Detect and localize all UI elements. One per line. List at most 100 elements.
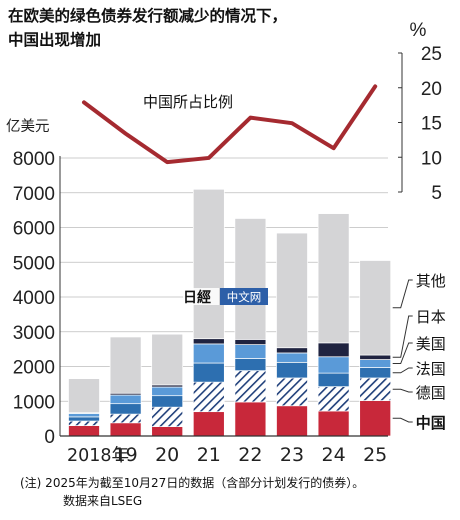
bar-segment <box>151 386 184 397</box>
y-tick-label: 8000 <box>13 149 55 170</box>
bar-segment <box>192 338 225 345</box>
bar-segment <box>276 361 308 379</box>
bar-segment <box>359 377 392 401</box>
bar-segment <box>68 425 100 437</box>
bar-segment <box>359 359 392 368</box>
share-line-label: 中国所占比例 <box>143 93 233 111</box>
y-tick-label: 0 <box>44 427 55 448</box>
y-tick-label: 6000 <box>13 219 55 240</box>
x-tick-label: 2018年 <box>67 446 129 466</box>
bar-segment <box>234 339 267 345</box>
bar-segment <box>234 358 267 372</box>
chart-title: 在欧美的绿色债券发行额减少的情况下， 中国出现增加 <box>8 4 428 52</box>
bar-stack <box>276 232 308 437</box>
bar-stack <box>317 213 350 437</box>
legend-leader <box>392 367 413 374</box>
watermark-badge-text: 中文网 <box>227 290 262 304</box>
share-tick-label: 25 <box>421 44 442 65</box>
bar-segment <box>359 260 392 356</box>
title-line-2: 中国出现增加 <box>8 31 102 49</box>
bar-segment <box>359 354 392 360</box>
bar-stack <box>192 188 225 437</box>
y-tick-label: 1000 <box>13 392 55 413</box>
legend-leader <box>392 417 413 423</box>
bar-segment <box>276 347 308 354</box>
x-tick-label: 22 <box>238 444 262 466</box>
bar-segment <box>68 416 100 422</box>
bar-segment <box>317 410 350 437</box>
bar-segment <box>317 213 350 344</box>
bar-segment <box>192 343 225 364</box>
share-line <box>82 84 378 165</box>
bar-segment <box>192 362 225 383</box>
x-tick-label: 19 <box>114 444 138 466</box>
x-tick-label: 25 <box>363 444 387 466</box>
bar-segment <box>151 406 184 427</box>
x-tick-label: 21 <box>197 444 221 466</box>
bar-segment <box>109 403 142 415</box>
bar-stack <box>359 260 392 437</box>
bar-segment <box>234 344 267 359</box>
bar-segment <box>109 422 142 437</box>
bar-segment <box>317 372 350 388</box>
bar-segment <box>317 356 350 374</box>
bar-segment <box>234 401 267 437</box>
y-tick-label: 4000 <box>13 288 55 309</box>
share-tick-label: 20 <box>421 79 442 100</box>
footnote-line-2: 数据来自LSEG <box>63 494 143 508</box>
bar-segment <box>359 400 392 437</box>
bar-segment <box>234 218 267 340</box>
footnote: (注) 2025年为截至10月27日的数据（含部分计划发行的债券）。 数据来自L… <box>20 474 450 510</box>
share-tick-label: 15 <box>421 114 442 135</box>
bar-segment <box>359 367 392 379</box>
legend-leader <box>392 388 413 393</box>
bar-segment <box>68 413 100 418</box>
footnote-line-1: (注) 2025年为截至10月27日的数据（含部分计划发行的债券）。 <box>20 476 365 490</box>
legend-label: 其他 <box>416 272 446 290</box>
bar-segment <box>109 394 142 405</box>
bar-segment <box>276 352 308 363</box>
title-line-1: 在欧美的绿色债券发行额减少的情况下， <box>8 7 288 25</box>
bar-segment <box>151 395 184 408</box>
legend-label: 法国 <box>416 360 446 378</box>
share-axis-unit: % <box>410 20 427 41</box>
y-tick-label: 3000 <box>13 323 55 344</box>
bar-segment <box>234 370 267 403</box>
watermark-text: 日經 <box>183 289 211 306</box>
bar-segment <box>192 381 225 413</box>
watermark: 日經 中文网 <box>183 288 268 306</box>
legend-leader <box>392 342 413 365</box>
x-tick-label: 23 <box>280 444 304 466</box>
bar-stack <box>234 218 267 437</box>
bar-segment <box>317 386 350 412</box>
bar-segment <box>68 420 100 426</box>
bar-segment <box>192 188 225 340</box>
bar-segment <box>68 378 100 414</box>
bar-segment <box>276 377 308 407</box>
legend-leader <box>392 315 413 358</box>
bar-segment <box>192 411 225 437</box>
legend-label: 日本 <box>416 308 446 326</box>
bar-segment <box>317 342 350 358</box>
y-axis-label: 亿美元 <box>6 118 50 135</box>
legend-leader <box>392 279 413 309</box>
x-tick-label: 24 <box>322 444 346 466</box>
bar-segment <box>151 333 184 386</box>
y-tick-label: 7000 <box>13 184 55 205</box>
x-tick-label: 20 <box>155 444 179 466</box>
legend-label: 中国 <box>416 414 446 432</box>
bar-stack <box>68 378 100 437</box>
y-tick-label: 2000 <box>13 358 55 379</box>
share-tick-label: 10 <box>421 148 442 169</box>
bar-segment <box>109 413 142 424</box>
legend-label: 德国 <box>416 384 446 402</box>
y-tick-label: 5000 <box>13 253 55 274</box>
bar-stack <box>151 333 184 437</box>
bar-segment <box>151 426 184 437</box>
bar-stack <box>109 336 142 437</box>
bar-segment <box>276 232 308 349</box>
legend-label: 美国 <box>416 335 446 353</box>
bar-segment <box>109 336 142 394</box>
bar-segment <box>276 405 308 437</box>
